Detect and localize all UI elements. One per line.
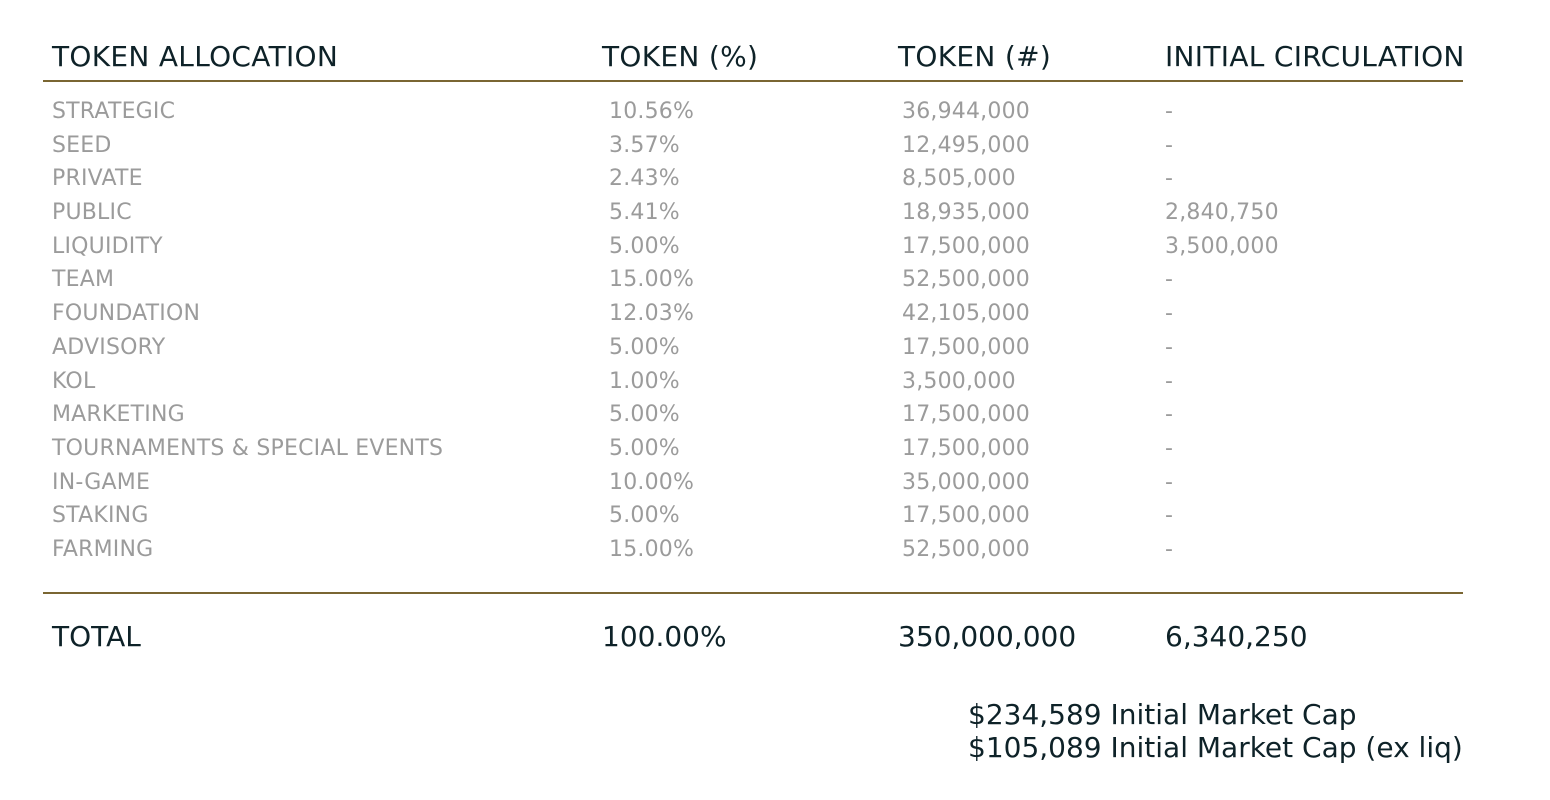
table-row: FARMING 15.00% 52,500,000 - bbox=[43, 537, 1463, 571]
allocation-cell: IN-GAME bbox=[52, 469, 151, 495]
allocation-cell: PUBLIC bbox=[52, 200, 132, 226]
count-cell: 35,000,000 bbox=[902, 469, 1030, 495]
table-row: KOL 1.00% 3,500,000 - bbox=[43, 369, 1463, 403]
count-cell: 17,500,000 bbox=[902, 402, 1030, 428]
table-row: FOUNDATION 12.03% 42,105,000 - bbox=[43, 301, 1463, 335]
circulation-cell: - bbox=[1165, 267, 1174, 293]
allocation-cell: SEED bbox=[52, 132, 112, 158]
percent-cell: 10.56% bbox=[609, 99, 695, 124]
table-row: ADVISORY 5.00% 17,500,000 - bbox=[43, 335, 1463, 369]
header-token-count: TOKEN (#) bbox=[898, 40, 1052, 73]
table-row: PRIVATE 2.43% 8,505,000 - bbox=[43, 166, 1463, 200]
table-row: LIQUIDITY 5.00% 17,500,000 3,500,000 bbox=[43, 234, 1463, 268]
allocation-cell: TOURNAMENTS & SPECIAL EVENTS bbox=[52, 435, 444, 461]
header-token-allocation: TOKEN ALLOCATION bbox=[52, 40, 339, 73]
market-cap-summary: $234,589 Initial Market Cap $105,089 Ini… bbox=[968, 698, 1463, 764]
count-cell: 17,500,000 bbox=[902, 334, 1030, 360]
circulation-cell: - bbox=[1165, 536, 1174, 562]
count-cell: 52,500,000 bbox=[902, 536, 1030, 562]
total-label: TOTAL bbox=[52, 620, 141, 653]
count-cell: 42,105,000 bbox=[902, 301, 1030, 327]
count-cell: 17,500,000 bbox=[902, 503, 1030, 529]
percent-cell: 5.41% bbox=[609, 200, 680, 226]
circulation-cell: - bbox=[1165, 334, 1174, 360]
token-allocation-table: TOKEN ALLOCATION TOKEN (%) TOKEN (#) INI… bbox=[43, 0, 1465, 800]
total-count: 350,000,000 bbox=[898, 620, 1077, 653]
percent-cell: 5.00% bbox=[609, 402, 680, 428]
table-body: STRATEGIC 10.56% 36,944,000 - SEED 3.57%… bbox=[43, 99, 1463, 571]
circulation-cell: - bbox=[1165, 503, 1174, 529]
circulation-cell: - bbox=[1165, 469, 1174, 495]
table-row: MARKETING 5.00% 17,500,000 - bbox=[43, 402, 1463, 436]
circulation-cell: - bbox=[1165, 368, 1174, 394]
allocation-cell: ADVISORY bbox=[52, 334, 166, 360]
count-cell: 8,505,000 bbox=[902, 166, 1016, 192]
circulation-cell: - bbox=[1165, 166, 1174, 192]
percent-cell: 5.00% bbox=[609, 233, 680, 259]
initial-market-cap-ex-liq: $105,089 Initial Market Cap (ex liq) bbox=[968, 731, 1463, 764]
header-token-percent: TOKEN (%) bbox=[602, 40, 759, 73]
total-circulation: 6,340,250 bbox=[1165, 620, 1308, 653]
table-row: IN-GAME 10.00% 35,000,000 - bbox=[43, 470, 1463, 504]
header-initial-circulation: INITIAL CIRCULATION bbox=[1165, 40, 1465, 73]
count-cell: 17,500,000 bbox=[902, 233, 1030, 259]
allocation-cell: KOL bbox=[52, 368, 96, 394]
percent-cell: 2.43% bbox=[609, 166, 680, 192]
percent-cell: 3.57% bbox=[609, 132, 680, 158]
circulation-cell: 3,500,000 bbox=[1165, 233, 1279, 259]
table-row: SEED 3.57% 12,495,000 - bbox=[43, 133, 1463, 167]
count-cell: 12,495,000 bbox=[902, 132, 1030, 158]
percent-cell: 5.00% bbox=[609, 334, 680, 360]
allocation-cell: STRATEGIC bbox=[52, 99, 176, 124]
total-divider bbox=[43, 592, 1463, 594]
percent-cell: 5.00% bbox=[609, 435, 680, 461]
table-row: TOURNAMENTS & SPECIAL EVENTS 5.00% 17,50… bbox=[43, 436, 1463, 470]
count-cell: 18,935,000 bbox=[902, 200, 1030, 226]
percent-cell: 1.00% bbox=[609, 368, 680, 394]
count-cell: 52,500,000 bbox=[902, 267, 1030, 293]
total-row: TOTAL 100.00% 350,000,000 6,340,250 bbox=[43, 620, 1463, 656]
initial-market-cap: $234,589 Initial Market Cap bbox=[968, 698, 1357, 731]
header-divider bbox=[43, 80, 1463, 82]
count-cell: 17,500,000 bbox=[902, 435, 1030, 461]
total-percent: 100.00% bbox=[602, 620, 727, 653]
allocation-cell: MARKETING bbox=[52, 402, 185, 428]
allocation-cell: PRIVATE bbox=[52, 166, 143, 192]
circulation-cell: - bbox=[1165, 301, 1174, 327]
allocation-cell: TEAM bbox=[52, 267, 115, 293]
circulation-cell: - bbox=[1165, 402, 1174, 428]
allocation-cell: STAKING bbox=[52, 503, 149, 529]
table-row: PUBLIC 5.41% 18,935,000 2,840,750 bbox=[43, 200, 1463, 234]
table-row: STAKING 5.00% 17,500,000 - bbox=[43, 503, 1463, 537]
percent-cell: 5.00% bbox=[609, 503, 680, 529]
table-header-row: TOKEN ALLOCATION TOKEN (%) TOKEN (#) INI… bbox=[43, 40, 1465, 76]
percent-cell: 12.03% bbox=[609, 301, 695, 327]
circulation-cell: - bbox=[1165, 99, 1174, 124]
allocation-cell: FARMING bbox=[52, 536, 154, 562]
allocation-cell: LIQUIDITY bbox=[52, 233, 163, 259]
percent-cell: 10.00% bbox=[609, 469, 695, 495]
count-cell: 3,500,000 bbox=[902, 368, 1016, 394]
table-row: TEAM 15.00% 52,500,000 - bbox=[43, 267, 1463, 301]
count-cell: 36,944,000 bbox=[902, 99, 1030, 124]
circulation-cell: 2,840,750 bbox=[1165, 200, 1279, 226]
allocation-cell: FOUNDATION bbox=[52, 301, 201, 327]
percent-cell: 15.00% bbox=[609, 536, 695, 562]
table-row: STRATEGIC 10.56% 36,944,000 - bbox=[43, 99, 1463, 133]
circulation-cell: - bbox=[1165, 435, 1174, 461]
circulation-cell: - bbox=[1165, 132, 1174, 158]
percent-cell: 15.00% bbox=[609, 267, 695, 293]
